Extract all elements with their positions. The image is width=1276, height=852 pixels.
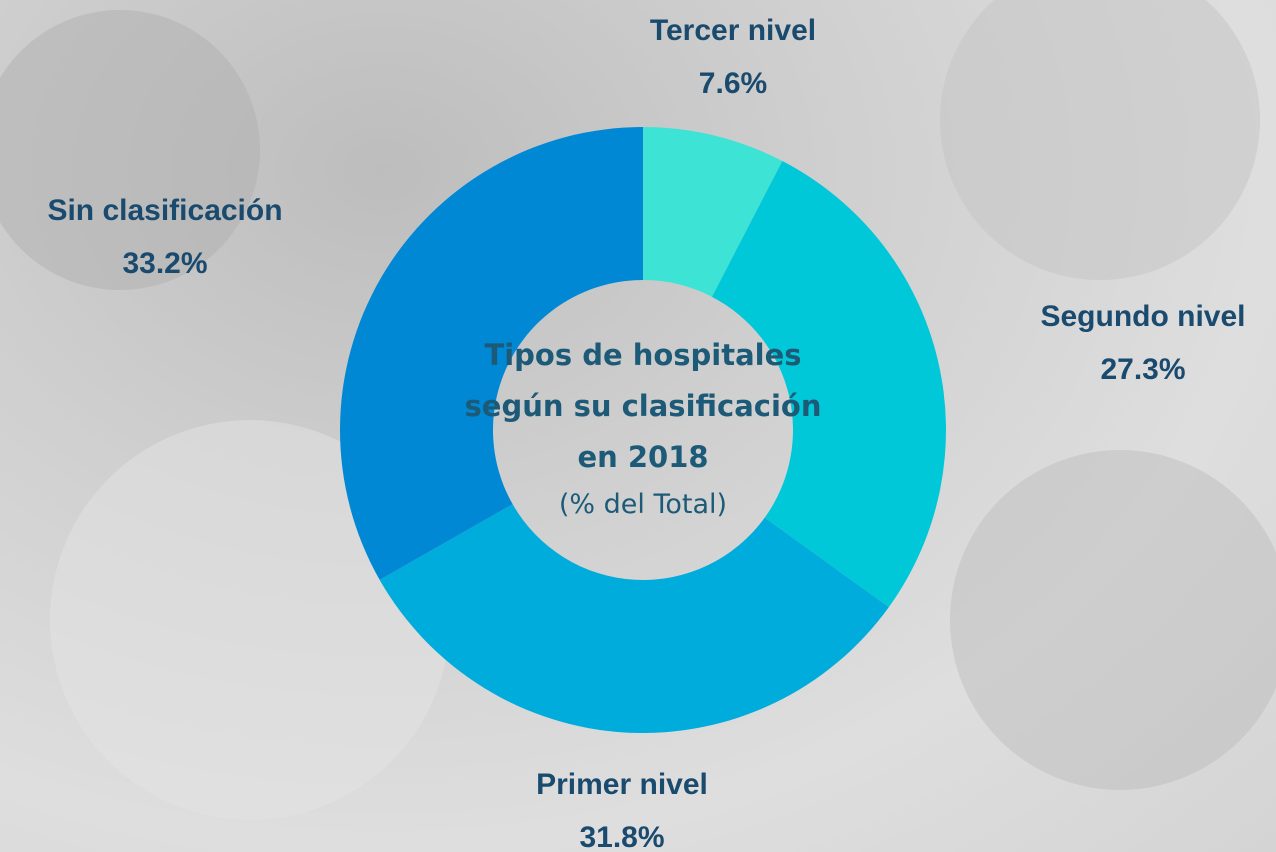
center-text: Tipos de hospitales según su clasificaci… [443, 330, 843, 527]
slice-value-label: 27.3% [1100, 353, 1185, 386]
slice-label: Sin clasificación [47, 194, 282, 227]
slice-label: Segundo nivel [1040, 300, 1245, 333]
slice-label: Primer nivel [536, 768, 708, 801]
donut-slice [339, 127, 643, 580]
slice-value-label: 7.6% [699, 67, 767, 100]
donut-slice [712, 160, 947, 608]
slice-value-label: 33.2% [122, 247, 207, 280]
chart-subtitle: (% del Total) [558, 489, 728, 520]
donut-slice [643, 127, 783, 297]
chart-title: Tipos de hospitales según su clasificaci… [464, 338, 822, 474]
donut-slice [379, 504, 889, 734]
slice-label: Tercer nivel [650, 14, 816, 47]
slice-value-label: 31.8% [579, 821, 664, 852]
